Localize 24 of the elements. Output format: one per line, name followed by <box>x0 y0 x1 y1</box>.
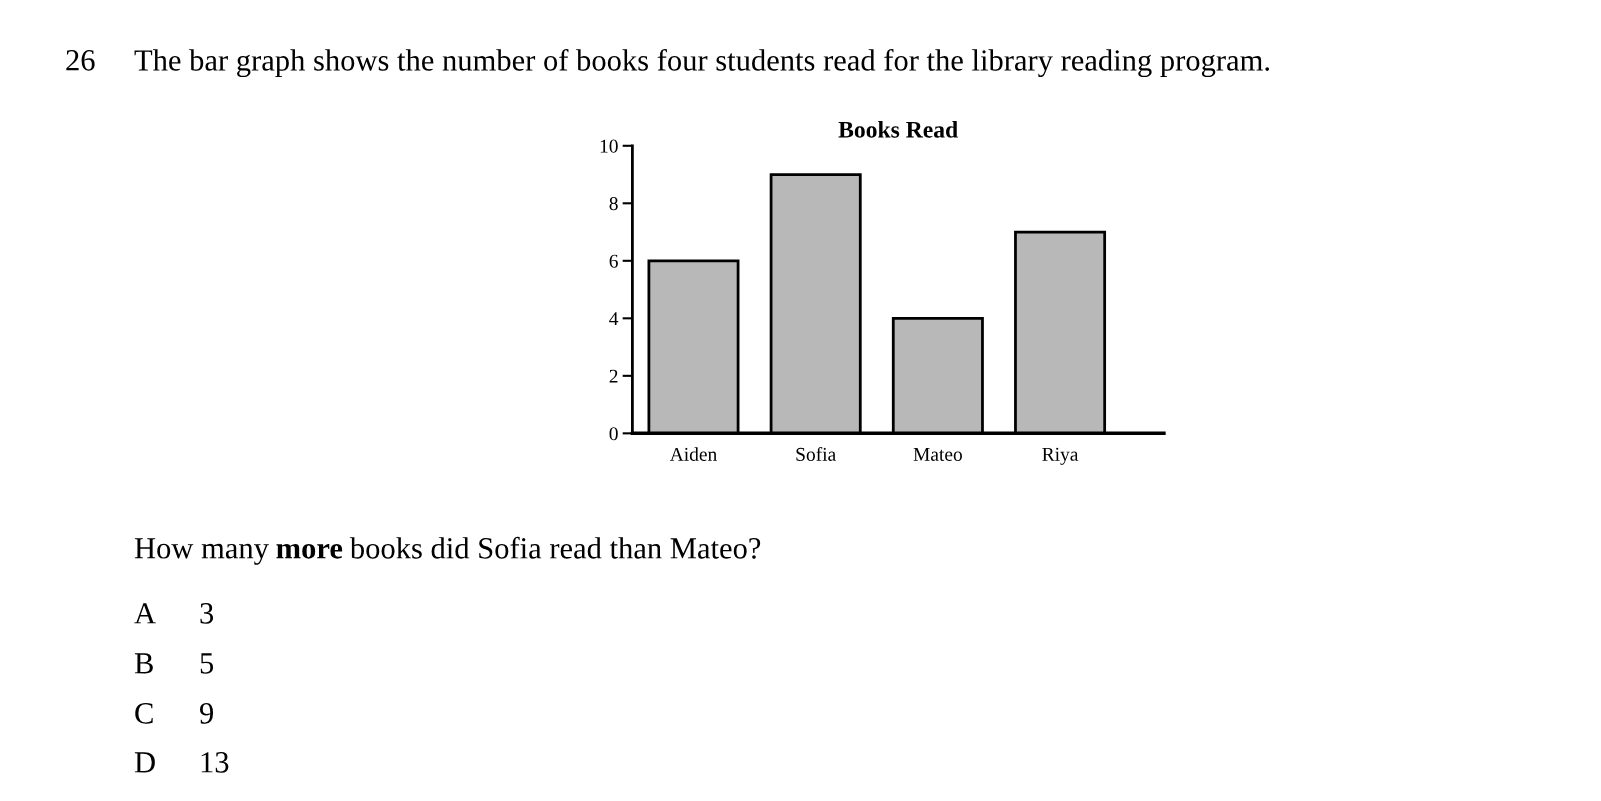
text: 3 <box>200 603 214 624</box>
x-tick-label: Sofia <box>796 447 836 461</box>
chart-title: Books Read <box>838 121 958 138</box>
text: D <box>134 752 155 773</box>
y-tick-label: 6 <box>609 254 618 268</box>
text: 26 <box>66 50 95 71</box>
text: How many <box>134 538 269 565</box>
text: A <box>134 603 156 624</box>
y-tick-label: 10 <box>600 139 618 153</box>
text: The bar graph shows the number of books four students read for the library reading program. <box>134 48 1269 78</box>
text: 5 <box>200 653 214 674</box>
text: C <box>135 703 153 724</box>
x-tick-label: Aiden <box>669 447 717 461</box>
x-tick-label: Riya <box>1042 447 1079 465</box>
x-tick-label: Mateo <box>913 447 962 461</box>
y-tick-label: 2 <box>609 369 618 383</box>
y-tick-label: 4 <box>609 312 619 326</box>
text: 9 <box>199 703 214 724</box>
y-tick-label: 0 <box>609 427 618 441</box>
text: 13 <box>201 752 229 773</box>
y-tick-label: 8 <box>609 197 618 211</box>
text: books did Sofia read than Mateo? <box>349 536 761 559</box>
text: more <box>276 543 343 559</box>
text: B <box>134 653 153 674</box>
